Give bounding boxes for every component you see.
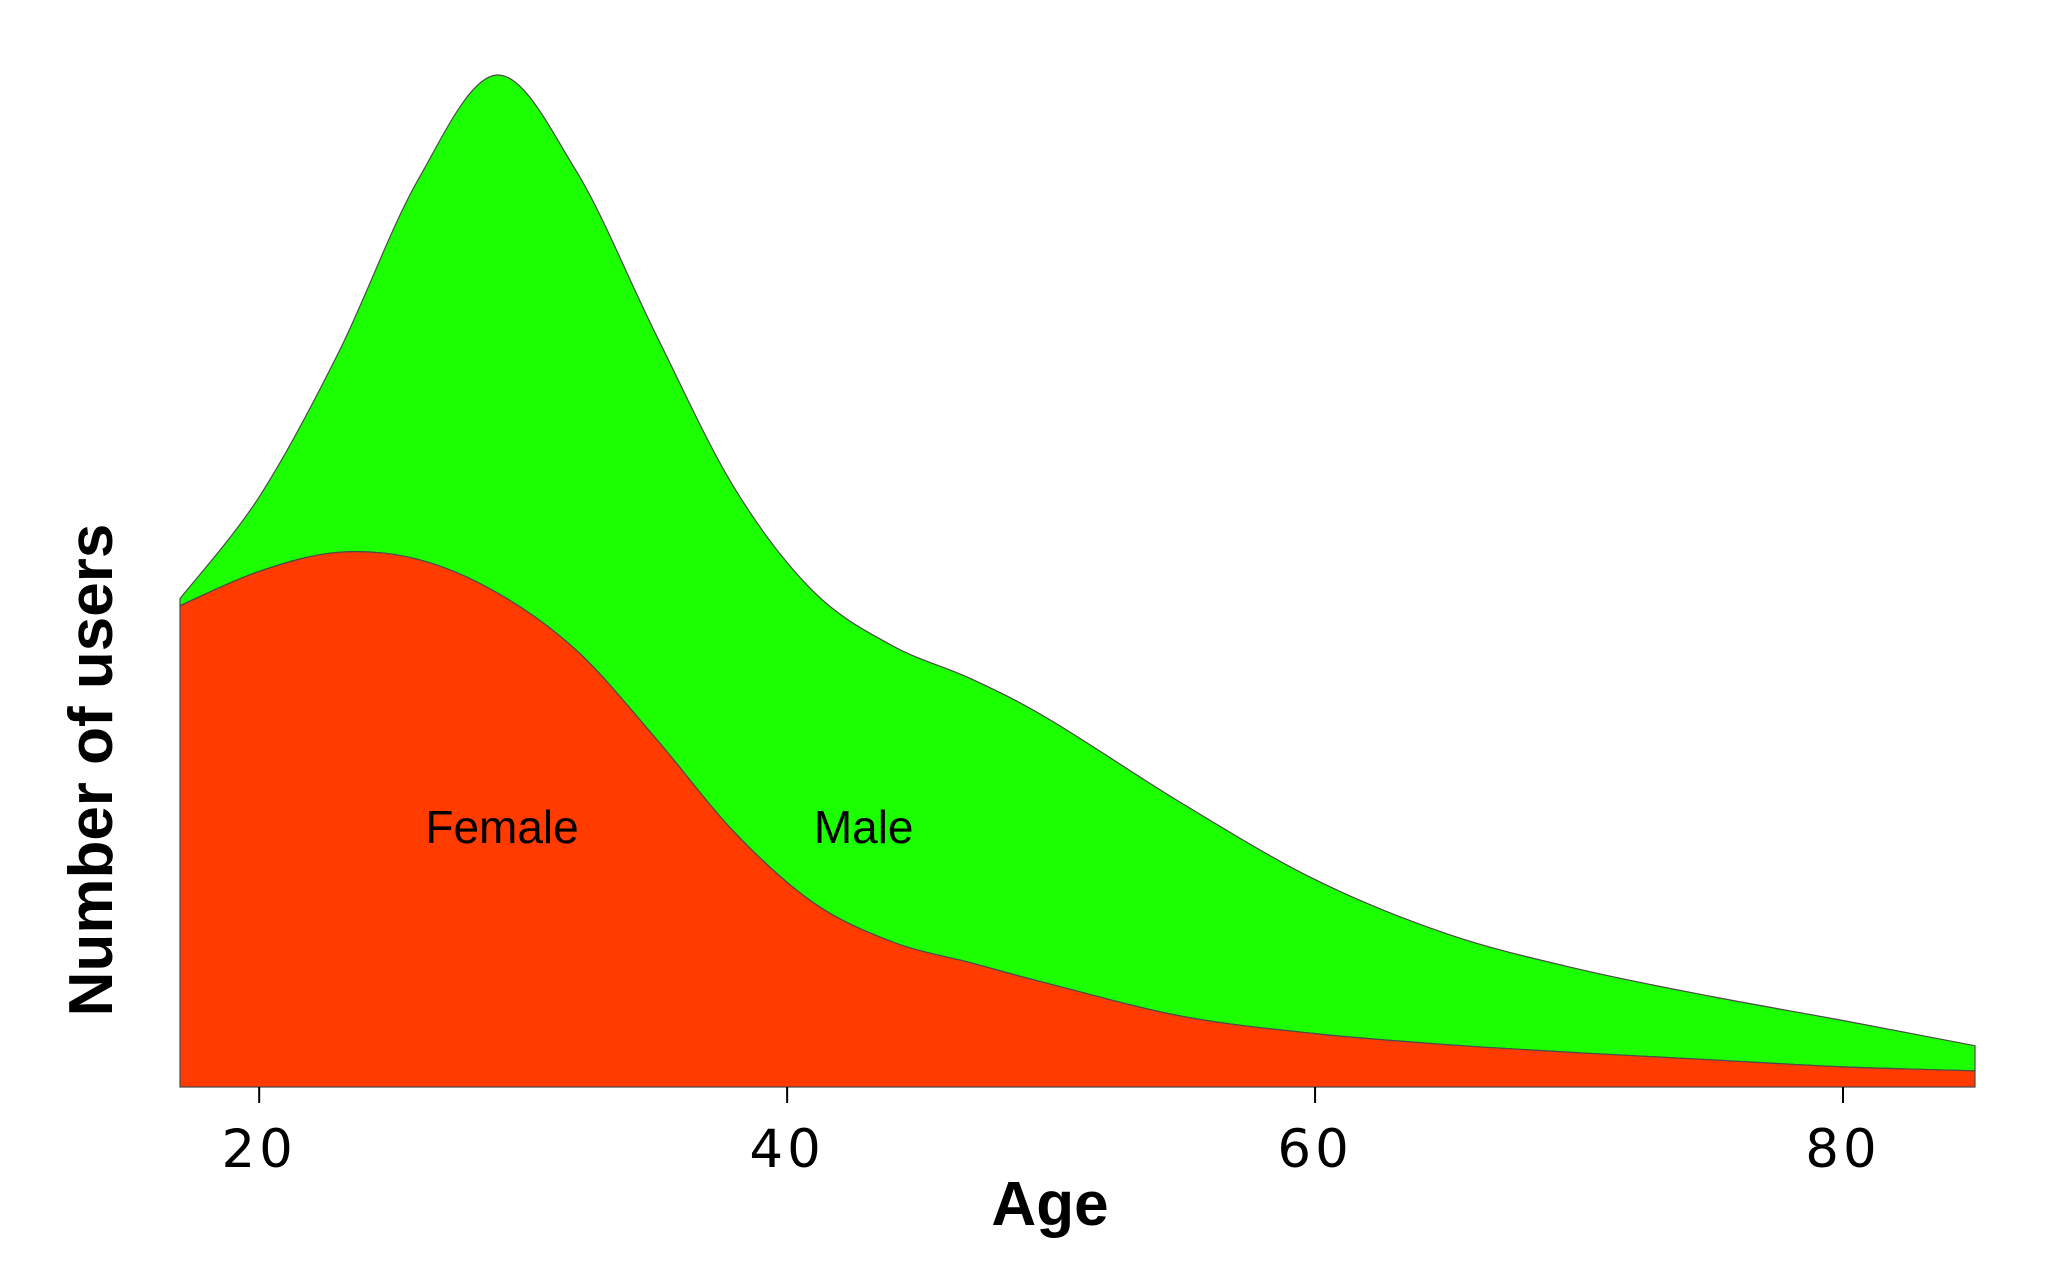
x-tick-label: 40: [749, 1119, 824, 1180]
y-axis-title: Number of users: [57, 524, 126, 1017]
series-label-female: Female: [425, 801, 578, 853]
x-axis-title: Age: [991, 1170, 1108, 1239]
x-axis: 20 40 60 80: [221, 1087, 1880, 1180]
series-label-male: Male: [814, 801, 914, 853]
x-tick-label: 80: [1805, 1119, 1880, 1180]
x-tick-label: 60: [1277, 1119, 1352, 1180]
areas-layer: [179, 74, 1976, 1088]
area-female: [179, 551, 1976, 1088]
series-labels: Female Male: [425, 801, 913, 853]
x-tick-label: 20: [221, 1119, 296, 1180]
